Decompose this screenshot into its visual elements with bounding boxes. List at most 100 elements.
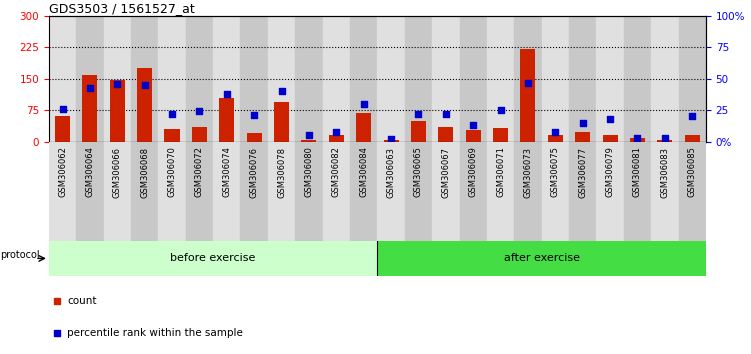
Text: GSM306077: GSM306077: [578, 147, 587, 198]
Bar: [240, 142, 268, 241]
Bar: [679, 142, 706, 241]
Text: protocol: protocol: [0, 250, 40, 260]
Bar: [460, 142, 487, 241]
Text: GSM306064: GSM306064: [86, 147, 95, 198]
Bar: [377, 142, 405, 241]
Bar: [460, 16, 487, 142]
Bar: [356, 113, 371, 142]
Bar: [158, 142, 185, 241]
Bar: [596, 16, 624, 142]
Bar: [49, 241, 377, 276]
Text: GSM306068: GSM306068: [140, 147, 149, 198]
Point: [111, 81, 123, 87]
Bar: [405, 16, 432, 142]
Point: [604, 116, 616, 122]
Text: GSM306065: GSM306065: [414, 147, 423, 198]
Text: count: count: [68, 296, 97, 306]
Bar: [575, 132, 590, 142]
Bar: [493, 128, 508, 142]
Bar: [110, 80, 125, 142]
Bar: [55, 116, 70, 142]
Point: [467, 122, 479, 128]
Bar: [185, 142, 213, 241]
Text: GSM306076: GSM306076: [249, 147, 258, 198]
Text: GSM306067: GSM306067: [442, 147, 451, 198]
Bar: [104, 16, 131, 142]
Text: GSM306066: GSM306066: [113, 147, 122, 198]
Bar: [350, 16, 377, 142]
Bar: [49, 142, 76, 241]
Bar: [268, 16, 295, 142]
Point: [221, 91, 233, 97]
Bar: [240, 16, 268, 142]
Bar: [219, 98, 234, 142]
Bar: [164, 129, 179, 142]
Bar: [487, 16, 514, 142]
Bar: [377, 241, 706, 276]
Text: GSM306073: GSM306073: [523, 147, 532, 198]
Bar: [350, 142, 377, 241]
Text: GSM306081: GSM306081: [633, 147, 642, 198]
Bar: [83, 75, 98, 142]
Point: [248, 112, 260, 118]
Bar: [76, 142, 104, 241]
Bar: [411, 121, 426, 142]
Bar: [651, 16, 679, 142]
Point: [577, 120, 589, 126]
Point: [194, 109, 206, 114]
Text: GSM306063: GSM306063: [387, 147, 396, 198]
Point: [632, 135, 644, 141]
Bar: [295, 142, 323, 241]
Text: GSM306079: GSM306079: [605, 147, 614, 198]
Point: [495, 107, 507, 113]
Bar: [596, 142, 624, 241]
Bar: [547, 135, 563, 142]
Bar: [541, 16, 569, 142]
Bar: [213, 142, 240, 241]
Text: GSM306062: GSM306062: [58, 147, 67, 198]
Bar: [158, 16, 185, 142]
Text: GSM306082: GSM306082: [332, 147, 341, 198]
Bar: [246, 133, 261, 142]
Bar: [651, 142, 679, 241]
Point: [412, 111, 424, 117]
Point: [549, 129, 561, 135]
Text: GSM306083: GSM306083: [660, 147, 669, 198]
Point: [385, 136, 397, 142]
Bar: [405, 142, 432, 241]
Point: [686, 114, 698, 119]
Bar: [131, 16, 158, 142]
Text: GSM306084: GSM306084: [359, 147, 368, 198]
Bar: [213, 16, 240, 142]
Point: [56, 106, 68, 112]
Bar: [432, 142, 460, 241]
Point: [84, 85, 96, 90]
Bar: [679, 16, 706, 142]
Bar: [384, 140, 399, 142]
Bar: [630, 138, 645, 142]
Text: GSM306072: GSM306072: [195, 147, 204, 198]
Text: GSM306080: GSM306080: [304, 147, 313, 198]
Bar: [185, 16, 213, 142]
Bar: [323, 16, 350, 142]
Bar: [657, 139, 672, 142]
Bar: [439, 127, 454, 142]
Bar: [323, 142, 350, 241]
Point: [303, 132, 315, 138]
Point: [139, 82, 151, 88]
Bar: [377, 16, 405, 142]
Bar: [569, 16, 596, 142]
Bar: [602, 135, 617, 142]
Point: [330, 129, 342, 135]
Bar: [624, 142, 651, 241]
Bar: [104, 142, 131, 241]
Bar: [49, 16, 76, 142]
Text: percentile rank within the sample: percentile rank within the sample: [68, 328, 243, 338]
Bar: [192, 127, 207, 142]
Text: GSM306069: GSM306069: [469, 147, 478, 198]
Point: [166, 111, 178, 117]
Bar: [541, 142, 569, 241]
Point: [276, 88, 288, 94]
Text: before exercise: before exercise: [170, 253, 256, 263]
Text: GSM306078: GSM306078: [277, 147, 286, 198]
